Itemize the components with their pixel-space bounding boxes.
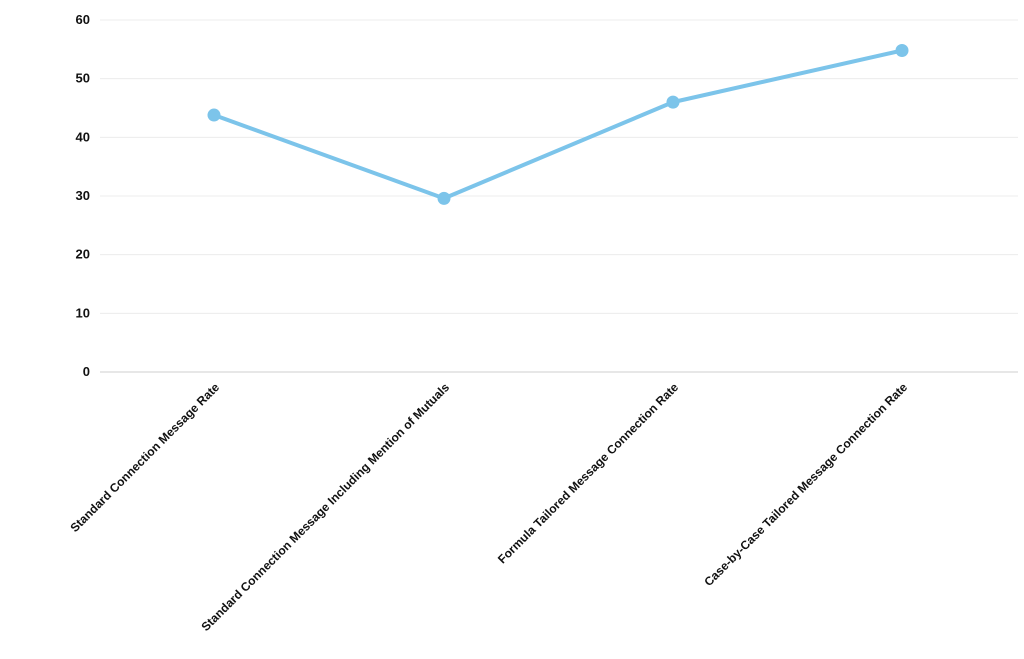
y-tick-label: 0 [83,364,90,379]
data-point[interactable] [437,191,451,205]
x-tick-label: Case-by-Case Tailored Message Connection… [701,380,910,589]
series-layer [207,44,909,205]
data-point[interactable] [895,44,909,58]
y-tick-label: 20 [76,247,90,262]
series-line [212,48,904,201]
grid-lines [100,19,1018,373]
data-point[interactable] [207,108,221,122]
x-axis: Standard Connection Message RateStandard… [67,380,910,634]
data-point[interactable] [666,95,680,109]
y-tick-label: 30 [76,188,90,203]
y-tick-label: 60 [76,12,90,27]
y-axis: 0 10 20 30 40 50 60 [76,12,90,379]
y-tick-label: 40 [76,129,90,144]
x-tick-label: Formula Tailored Message Connection Rate [495,380,681,566]
y-tick-label: 10 [76,305,90,320]
x-tick-label: Standard Connection Message Rate [67,380,222,535]
x-tick-label: Standard Connection Message Including Me… [198,380,452,634]
y-tick-label: 50 [76,71,90,86]
